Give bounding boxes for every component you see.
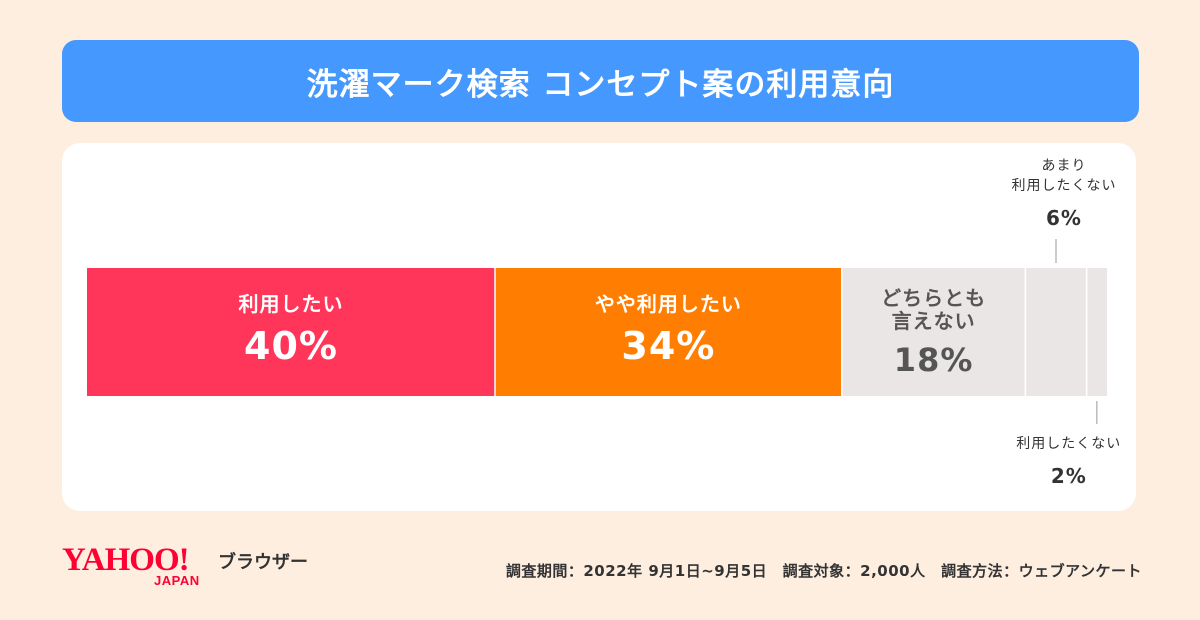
segment-label-3: あまり: [1042, 158, 1087, 174]
survey-note: 調査期間：2022年 9月1日~9月5日 調査対象：2,000人 調査方法：ウェ…: [505, 562, 1142, 580]
chart-title: 洗濯マーク検索 コンセプト案の利用意向: [306, 66, 895, 103]
segment-label-2: どちらとも: [881, 286, 986, 310]
segment-value-1: 34%: [621, 324, 715, 368]
segment-value-3: 6%: [1046, 206, 1082, 230]
segment-value-4: 2%: [1051, 464, 1087, 488]
segment-label-1: やや利用したい: [595, 292, 742, 316]
segment-label-2: 言えない: [892, 309, 976, 333]
bar-segment-0: [87, 268, 495, 396]
chart-card: 利用したい 40% やや利用したい 34% どちらとも 言えない 18% あまり利用したくない…: [62, 143, 1136, 511]
bar-segment-1: [495, 268, 842, 396]
segment-value-0: 40%: [244, 324, 338, 368]
browser-label: ブラウザー: [218, 552, 308, 573]
segment-label-3: 利用したくない: [1012, 178, 1117, 194]
yahoo-japan-logo: YAHOO! JAPAN: [62, 543, 202, 593]
segment-label-4: 利用したくない: [1016, 436, 1121, 452]
logo-wordmark: YAHOO!: [62, 542, 190, 578]
bar-segment-4: [1086, 268, 1107, 396]
segment-label-0: 利用したい: [239, 292, 344, 316]
logo-japan-text: JAPAN: [154, 573, 200, 588]
title-banner: 洗濯マーク検索 コンセプト案の利用意向: [62, 40, 1139, 122]
bar-segment-2: [841, 268, 1026, 396]
segment-value-2: 18%: [894, 341, 974, 379]
bar-segment-3: [1025, 268, 1087, 396]
